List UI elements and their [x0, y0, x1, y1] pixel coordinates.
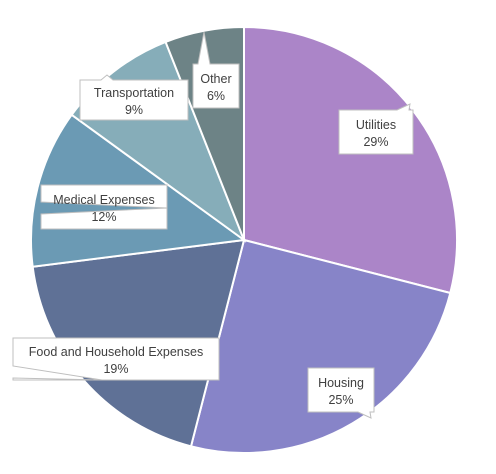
callout-box — [79, 74, 189, 121]
callout-other: Other 6% — [192, 31, 240, 109]
callout-label: Transportation — [94, 86, 174, 100]
callout-transportation: Transportation 9% — [79, 74, 189, 121]
callout-value: 25% — [328, 393, 353, 407]
callout-housing: Housing 25% — [307, 367, 375, 419]
callout-box — [338, 103, 414, 155]
callout-label: Medical Expenses — [53, 193, 154, 207]
callout-box — [40, 184, 168, 230]
callout-value: 12% — [91, 210, 116, 224]
pie-slice-utilities — [243, 25, 458, 295]
callout-food-and-household-expenses: Food and Household Expenses 19% — [12, 337, 220, 381]
callout-value: 19% — [103, 362, 128, 376]
callout-box — [192, 31, 240, 109]
callout-value: 6% — [207, 89, 225, 103]
callout-box — [12, 337, 220, 381]
callout-label: Other — [200, 72, 231, 86]
callout-medical-expenses: Medical Expenses 12% — [40, 184, 168, 230]
callout-utilities: Utilities 29% — [338, 103, 414, 155]
callout-label: Housing — [318, 376, 364, 390]
data-label-callouts: Utilities 29% Housing 25% Food and Household… — [12, 31, 414, 419]
pie-slice-housing — [189, 238, 452, 454]
callout-label: Utilities — [356, 118, 396, 132]
callout-box — [307, 367, 375, 419]
callout-value: 29% — [363, 135, 388, 149]
callout-value: 9% — [125, 103, 143, 117]
callout-label: Food and Household Expenses — [29, 345, 203, 359]
